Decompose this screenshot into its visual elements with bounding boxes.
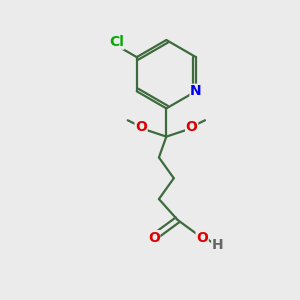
Text: H: H [212, 238, 224, 252]
Text: O: O [186, 120, 197, 134]
Text: N: N [190, 84, 202, 98]
Text: O: O [135, 120, 147, 134]
Text: O: O [148, 231, 160, 245]
Text: O: O [196, 231, 208, 245]
Text: Cl: Cl [109, 35, 124, 49]
